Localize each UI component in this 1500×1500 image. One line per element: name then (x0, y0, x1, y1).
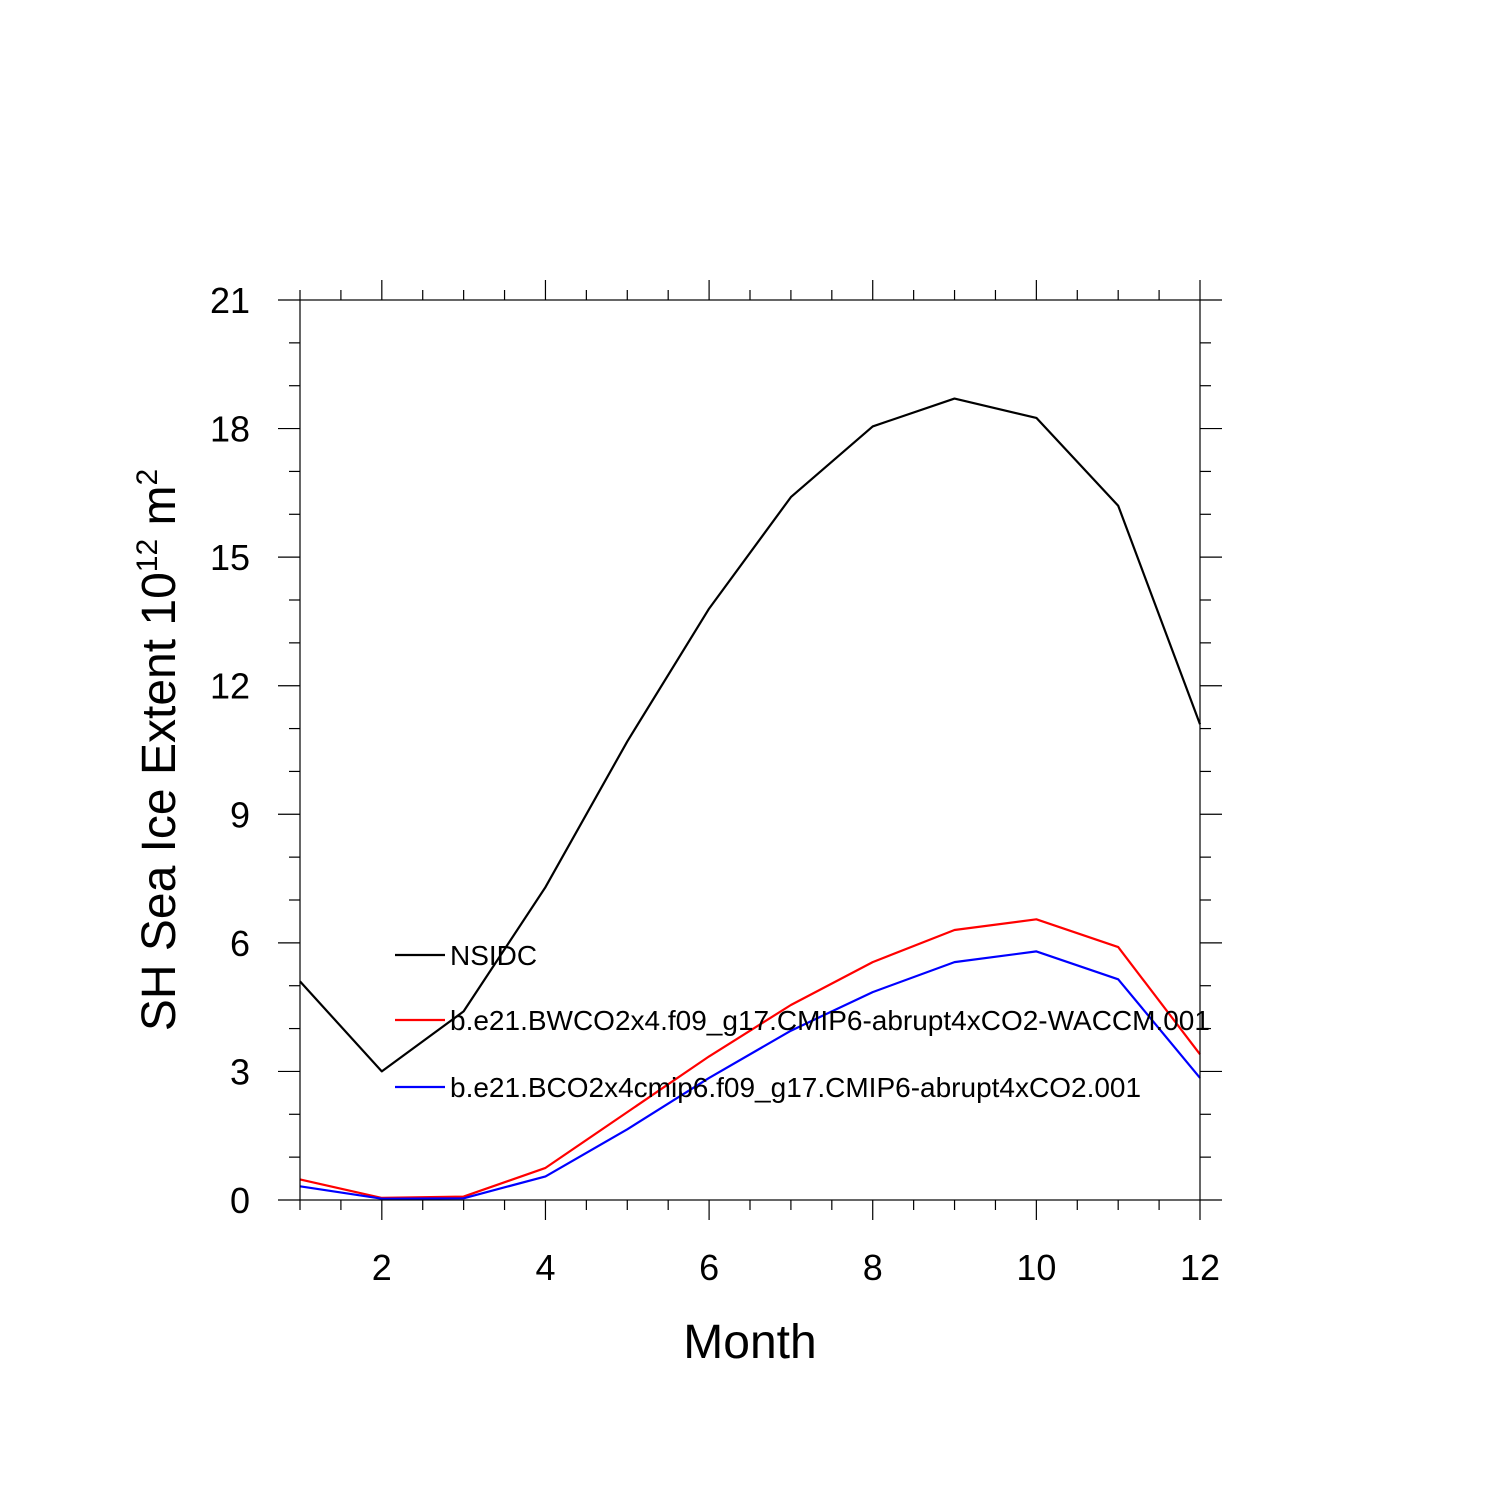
y-tick-label: 12 (210, 666, 250, 707)
legend-label: b.e21.BCO2x4cmip6.f09_g17.CMIP6-abrupt4x… (450, 1072, 1141, 1103)
x-axis-title: Month (683, 1316, 816, 1369)
y-axis-title-unit-exponent: 2 (131, 469, 164, 486)
y-tick-label: 0 (230, 1180, 250, 1221)
plot-frame (299, 299, 1201, 1201)
series-line (299, 397, 1202, 1073)
x-tick-label: 10 (1016, 1247, 1056, 1288)
legend-label: b.e21.BWCO2x4.f09_g17.CMIP6-abrupt4xCO2-… (450, 1005, 1210, 1036)
y-tick-label: 6 (230, 923, 250, 964)
y-tick-label: 18 (210, 409, 250, 450)
y-axis-title: SH Sea Ice Extent 1012 m2 (131, 469, 186, 1031)
y-axis-title-exponent: 12 (131, 539, 164, 572)
series-line (299, 918, 1201, 1200)
y-tick-label: 21 (210, 280, 250, 321)
y-axis-title-main: SH Sea Ice Extent 10 (133, 572, 186, 1031)
x-tick-label: 12 (1180, 1247, 1220, 1288)
series-line (299, 950, 1201, 1200)
x-tick-label: 8 (863, 1247, 883, 1288)
x-tick-label: 6 (699, 1247, 719, 1288)
series-lines (299, 397, 1202, 1200)
legend-label: NSIDC (450, 940, 537, 971)
y-tick-label: 3 (230, 1051, 250, 1092)
ticks-layer (278, 280, 1222, 1220)
tick-labels: 2 4 6 8 10 12 0 3 6 9 12 15 18 21 (210, 280, 1220, 1288)
y-tick-label: 9 (230, 794, 250, 835)
legend: NSIDC b.e21.BWCO2x4.f09_g17.CMIP6-abrupt4… (395, 940, 1210, 1103)
y-tick-label: 15 (210, 537, 250, 578)
x-tick-label: 4 (535, 1247, 555, 1288)
x-tick-label: 2 (372, 1247, 392, 1288)
y-axis-title-unit: m (133, 486, 186, 539)
